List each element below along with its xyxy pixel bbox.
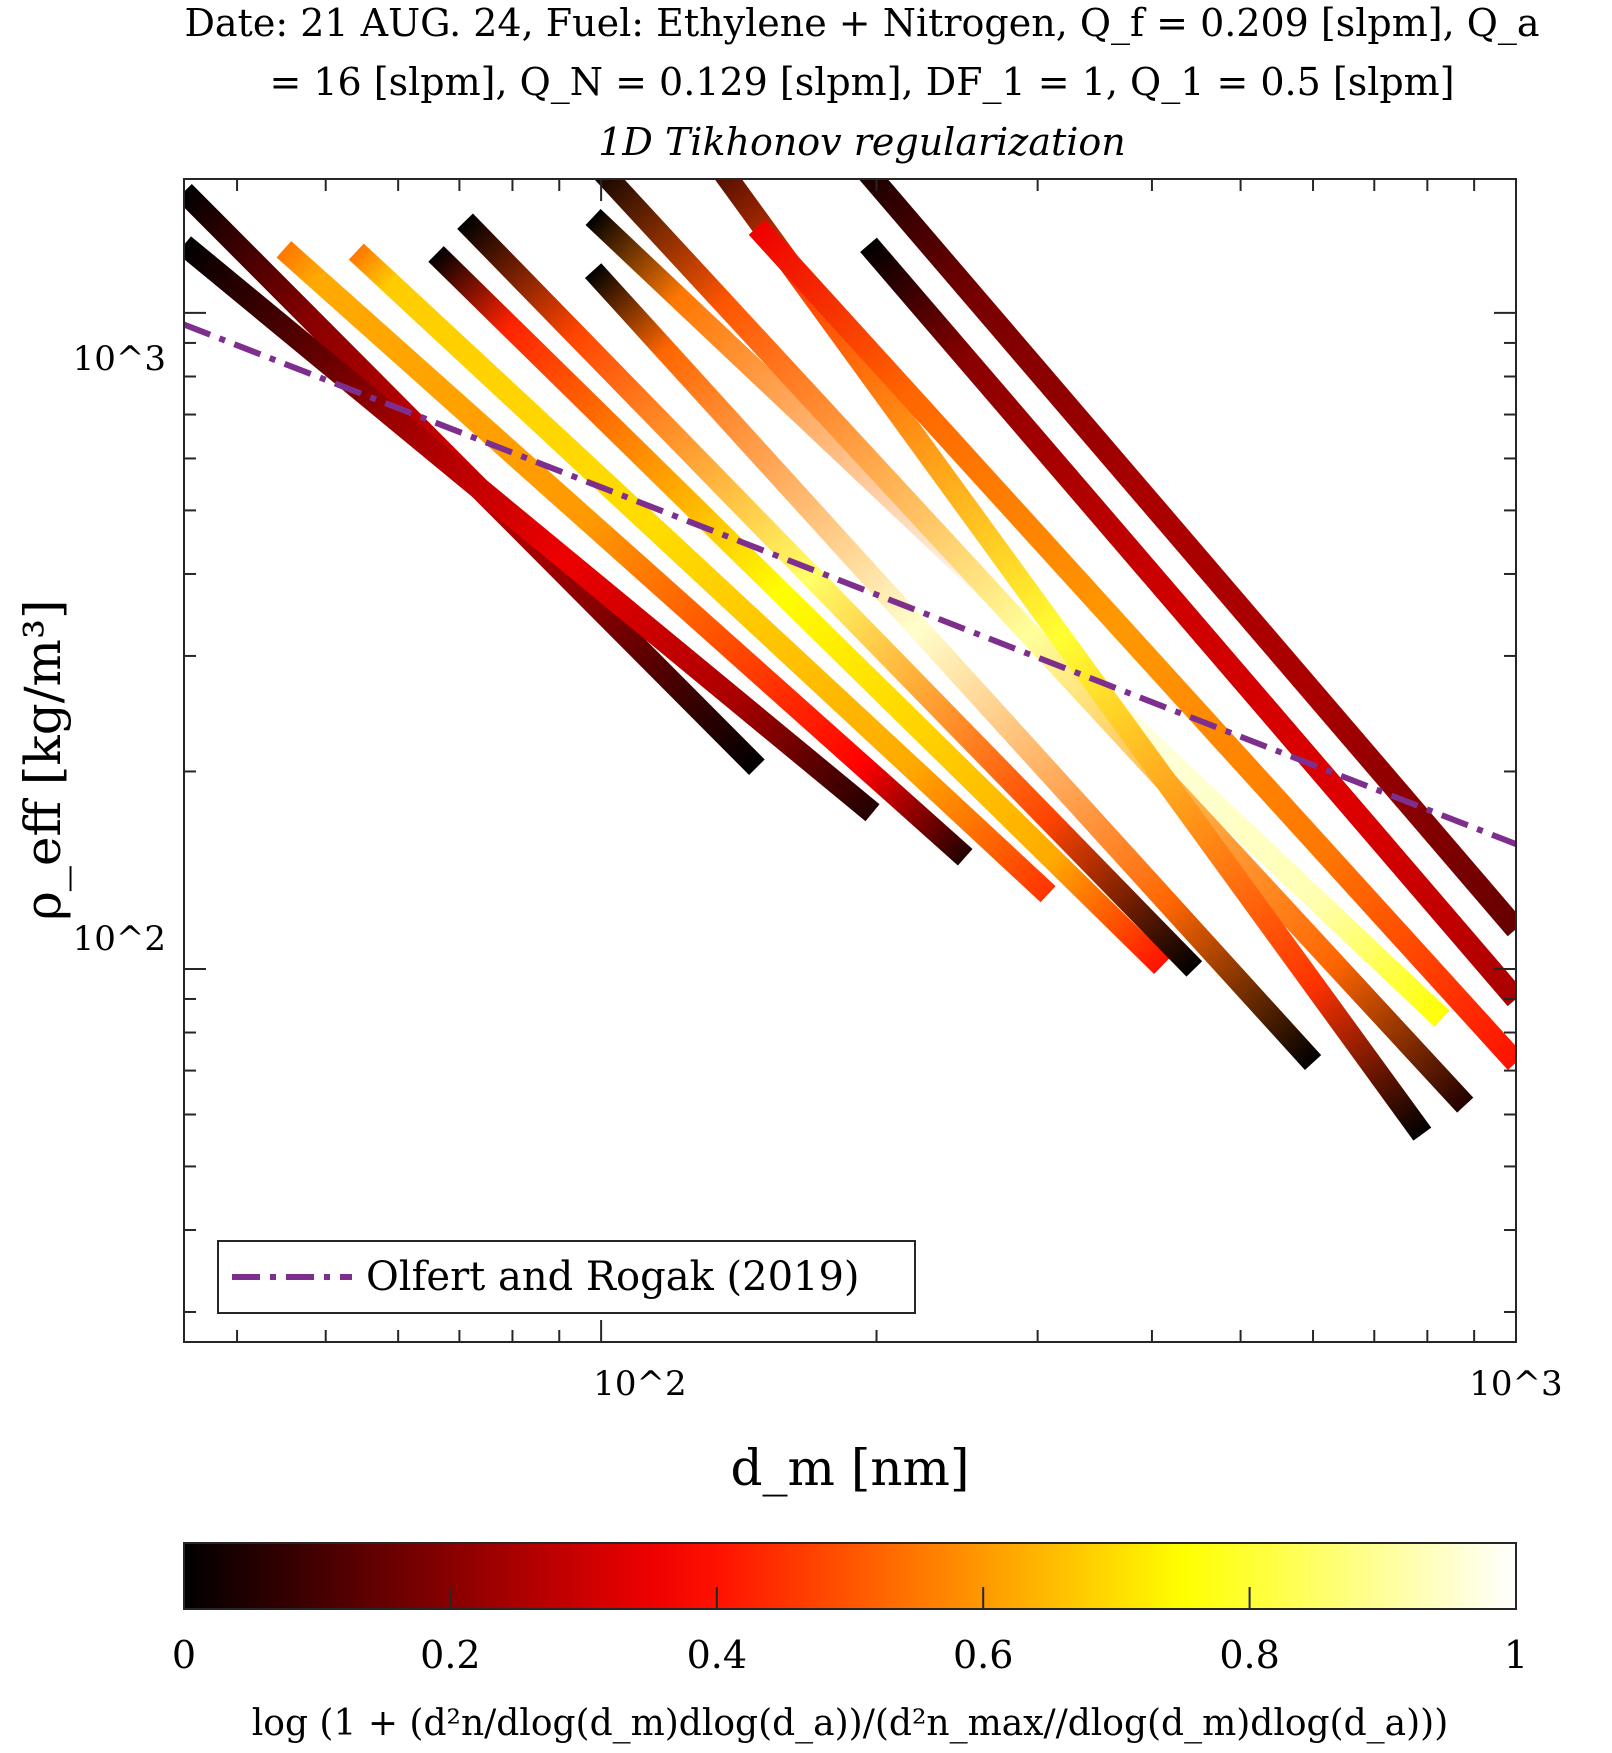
colorbar-tick-label-0.6: 0.6 [953, 1633, 1013, 1677]
colorbar-tick-label-0.2: 0.2 [420, 1633, 480, 1677]
density-band-5 [428, 246, 1170, 974]
axis-ticks [184, 179, 1517, 1342]
y-axis-label: ρ_eff [kg/m³] [14, 599, 72, 920]
chart-title-line-2: = 16 [slpm], Q_N = 0.129 [slpm], DF_1 = … [269, 60, 1454, 105]
legend-entry-label: Olfert and Rogak (2019) [366, 1254, 860, 1300]
x-axis-label: d_m [nm] [731, 1439, 970, 1497]
density-band-6 [457, 213, 1203, 977]
colorbar-tick-label-1: 1 [1504, 1633, 1528, 1677]
x-tick-label-1000: 10^3 [1469, 1364, 1562, 1404]
colorbar-tick-label-0.8: 0.8 [1219, 1633, 1279, 1677]
y-tick-label-1000: 10^3 [73, 339, 166, 379]
chart-title-line-1: Date: 21 AUG. 24, Fuel: Ethylene + Nitro… [184, 1, 1539, 46]
x-tick-label-100: 10^2 [593, 1364, 686, 1404]
density-band-7 [584, 263, 1322, 1070]
density-band-9 [594, 179, 1474, 1113]
y-tick-label-100: 10^2 [73, 919, 166, 959]
reference-line-olfert-rogak [184, 321, 1516, 847]
plot-area [184, 179, 1516, 1141]
legend: Olfert and Rogak (2019) [217, 1240, 916, 1314]
legend-box [217, 1240, 916, 1314]
density-band-11 [748, 220, 1516, 1070]
colorbar-label: log (1 + (d²n/dlog(d_m)dlog(d_a))/(d²n_m… [252, 1703, 1449, 1744]
chart-subtitle: 1D Tikhonov regularization [598, 120, 1126, 164]
colorbar-tick-label-0: 0 [172, 1633, 196, 1677]
colorbar-gradient [183, 1542, 1517, 1610]
colorbar: 0 0.2 0.4 0.6 0.8 1 log (1 + (d²n/dlog(d… [172, 1542, 1528, 1744]
plot-frame [183, 178, 1517, 1343]
density-band-3 [276, 241, 973, 866]
density-band-13 [860, 237, 1516, 1007]
colorbar-tick-label-0.4: 0.4 [687, 1633, 747, 1677]
density-band-2 [184, 236, 880, 822]
density-band-4 [348, 243, 1056, 903]
